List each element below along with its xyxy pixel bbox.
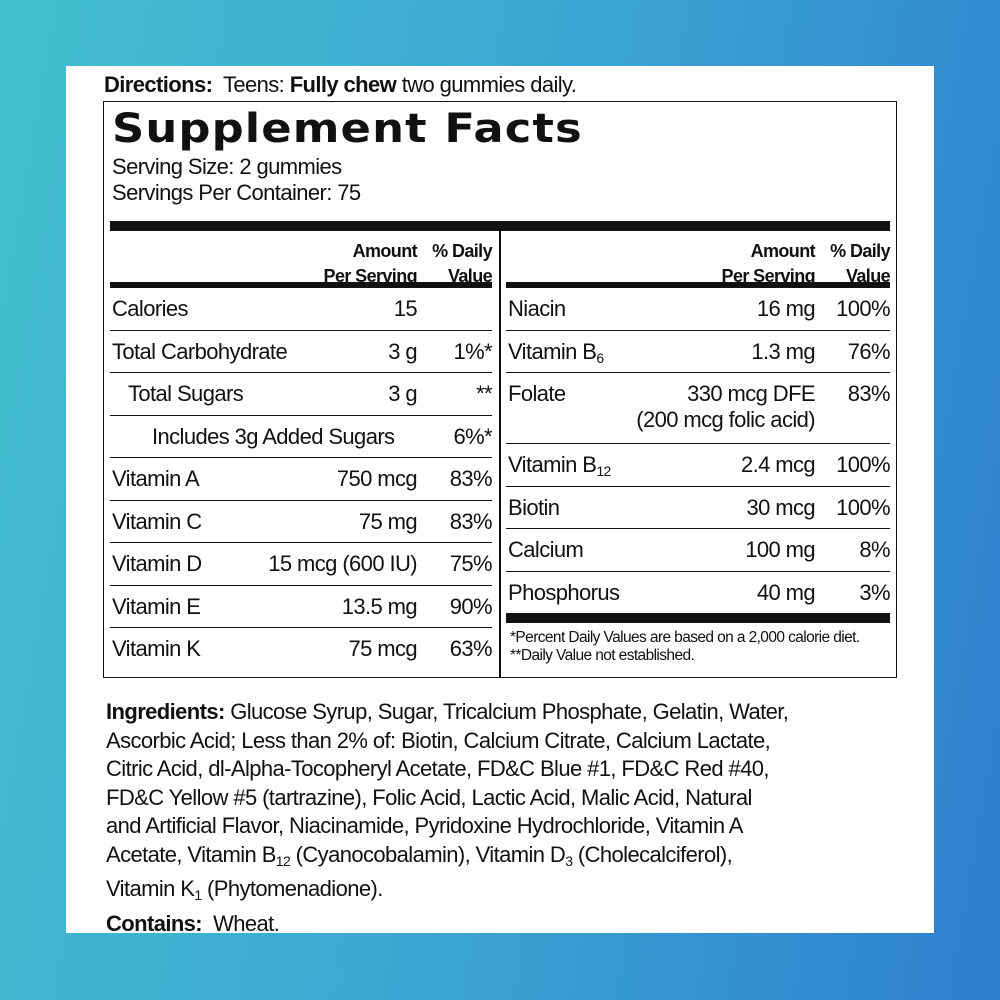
footnotes: *Percent Daily Values are based on a 2,0… xyxy=(510,629,860,664)
nutrient-amount: 1.3 mg xyxy=(751,338,815,364)
nutrient-amount: 3 g xyxy=(388,381,417,406)
nutrient-dv: 1%* xyxy=(453,338,492,364)
nutrient-name: Vitamin B12 xyxy=(508,452,611,479)
nutrient-amount: 15 xyxy=(393,296,418,321)
nutrient-dv: 63% xyxy=(449,636,493,661)
nutrient-name: Vitamin B6 xyxy=(508,338,604,366)
nutrient-row: Phosphorus 40 mg 3% xyxy=(506,572,891,614)
nutrient-dv: 8% xyxy=(859,537,890,562)
nutrient-name: Vitamin K xyxy=(112,636,201,661)
directions: Directions: Teens: Fully chew two gummie… xyxy=(104,72,577,97)
nutrient-row: Vitamin C 75 mg 83% xyxy=(110,501,493,543)
nutrient-row: Niacin 16 mg 100% xyxy=(506,288,891,331)
nutrient-name: Total Carbohydrate xyxy=(112,338,288,364)
nutrient-row: Calcium 100 mg 8% xyxy=(506,529,891,572)
supplement-facts-panel: Supplement Facts Serving Size: 2 gummies… xyxy=(103,101,897,678)
nutrient-name: Includes 3g Added Sugars xyxy=(152,423,395,449)
nutrient-name: Phosphorus xyxy=(508,579,620,605)
nutrient-row: Folate 330 mcg DFE (200 mcg folic acid) 83% xyxy=(506,373,891,444)
nutrient-amount: 30 mcg xyxy=(746,494,815,520)
nutrient-dv: 100% xyxy=(836,494,890,520)
nutrient-dv: 76% xyxy=(847,338,891,364)
nutrient-dv: 3% xyxy=(859,579,890,605)
servings-per-container: Servings Per Container: 75 xyxy=(112,180,361,205)
column-header: Amount Per Serving % Daily Value xyxy=(110,231,493,288)
nutrient-row: Vitamin B6 1.3 mg 76% xyxy=(506,331,891,373)
serving-info: Serving Size: 2 gummies Servings Per Con… xyxy=(112,154,361,206)
nutrient-name: Biotin xyxy=(508,494,560,520)
nutrient-amount: 330 mcg DFE (200 mcg folic acid) xyxy=(636,381,815,432)
right-column: Amount Per Serving % Daily Value Niacin 16 … xyxy=(506,231,891,665)
nutrient-name: Vitamin C xyxy=(112,508,202,534)
nutrient-name: Calcium xyxy=(508,537,584,562)
nutrient-amount: 100 mg xyxy=(745,537,815,562)
nutrient-name: Niacin xyxy=(508,296,566,321)
nutrient-dv: 100% xyxy=(836,452,890,477)
nutrient-dv: 100% xyxy=(836,296,890,321)
nutrient-amount: 750 mcg xyxy=(336,466,418,491)
nutrient-name: Total Sugars xyxy=(128,381,244,406)
nutrient-dv: 75% xyxy=(449,551,493,576)
panel-title: Supplement Facts xyxy=(112,106,583,152)
nutrient-dv: 83% xyxy=(449,508,493,534)
nutrient-row: Total Carbohydrate 3 g 1%* xyxy=(110,331,493,373)
nutrient-dv: 90% xyxy=(449,593,493,619)
nutrient-amount: 75 mcg xyxy=(348,636,417,661)
nutrient-name: Vitamin A xyxy=(112,466,200,491)
serving-size: Serving Size: 2 gummies xyxy=(112,154,342,179)
label-card: Directions: Teens: Fully chew two gummie… xyxy=(66,66,934,936)
column-divider xyxy=(499,231,501,677)
nutrient-amount: 16 mg xyxy=(756,296,816,321)
left-column: Amount Per Serving % Daily Value Calories 1… xyxy=(110,231,493,671)
nutrient-dv: ** xyxy=(476,381,493,406)
nutrient-amount: 3 g xyxy=(388,338,417,364)
contains: Contains: Wheat. xyxy=(106,910,280,936)
nutrient-name: Folate xyxy=(508,381,566,406)
nutrient-row: Vitamin A 750 mcg 83% xyxy=(110,458,493,501)
nutrient-row: Total Sugars 3 g ** xyxy=(110,373,493,416)
nutrient-row: Vitamin D 15 mcg (600 IU) 75% xyxy=(110,543,493,586)
ingredients: Ingredients: Glucose Syrup, Sugar, Trica… xyxy=(106,698,906,938)
nutrient-row: Calories 15 xyxy=(110,288,492,331)
divider-thick xyxy=(110,221,890,231)
nutrient-row: Includes 3g Added Sugars 6%* xyxy=(110,416,493,458)
nutrient-row: Vitamin B12 2.4 mcg 100% xyxy=(506,444,891,487)
nutrient-amount: 13.5 mg xyxy=(341,593,418,619)
nutrient-row: Vitamin K 75 mcg 63% xyxy=(110,628,493,671)
nutrient-dv: 6%* xyxy=(453,423,492,449)
nutrient-name: Vitamin D xyxy=(112,551,202,576)
column-header: Amount Per Serving % Daily Value xyxy=(506,231,891,288)
nutrient-amount: 75 mg xyxy=(358,508,418,534)
nutrient-amount: 15 mcg (600 IU) xyxy=(268,551,417,576)
nutrient-row: Biotin 30 mcg 100% xyxy=(506,487,891,529)
nutrient-amount: 40 mg xyxy=(756,579,816,605)
nutrient-row: Vitamin E 13.5 mg 90% xyxy=(110,586,493,628)
nutrient-name: Vitamin E xyxy=(112,593,201,619)
nutrient-dv: 83% xyxy=(449,466,493,491)
nutrient-dv: 83% xyxy=(847,381,891,406)
divider-thick xyxy=(506,614,890,623)
nutrient-amount: 2.4 mcg xyxy=(740,452,816,477)
nutrient-name: Calories xyxy=(112,296,189,321)
